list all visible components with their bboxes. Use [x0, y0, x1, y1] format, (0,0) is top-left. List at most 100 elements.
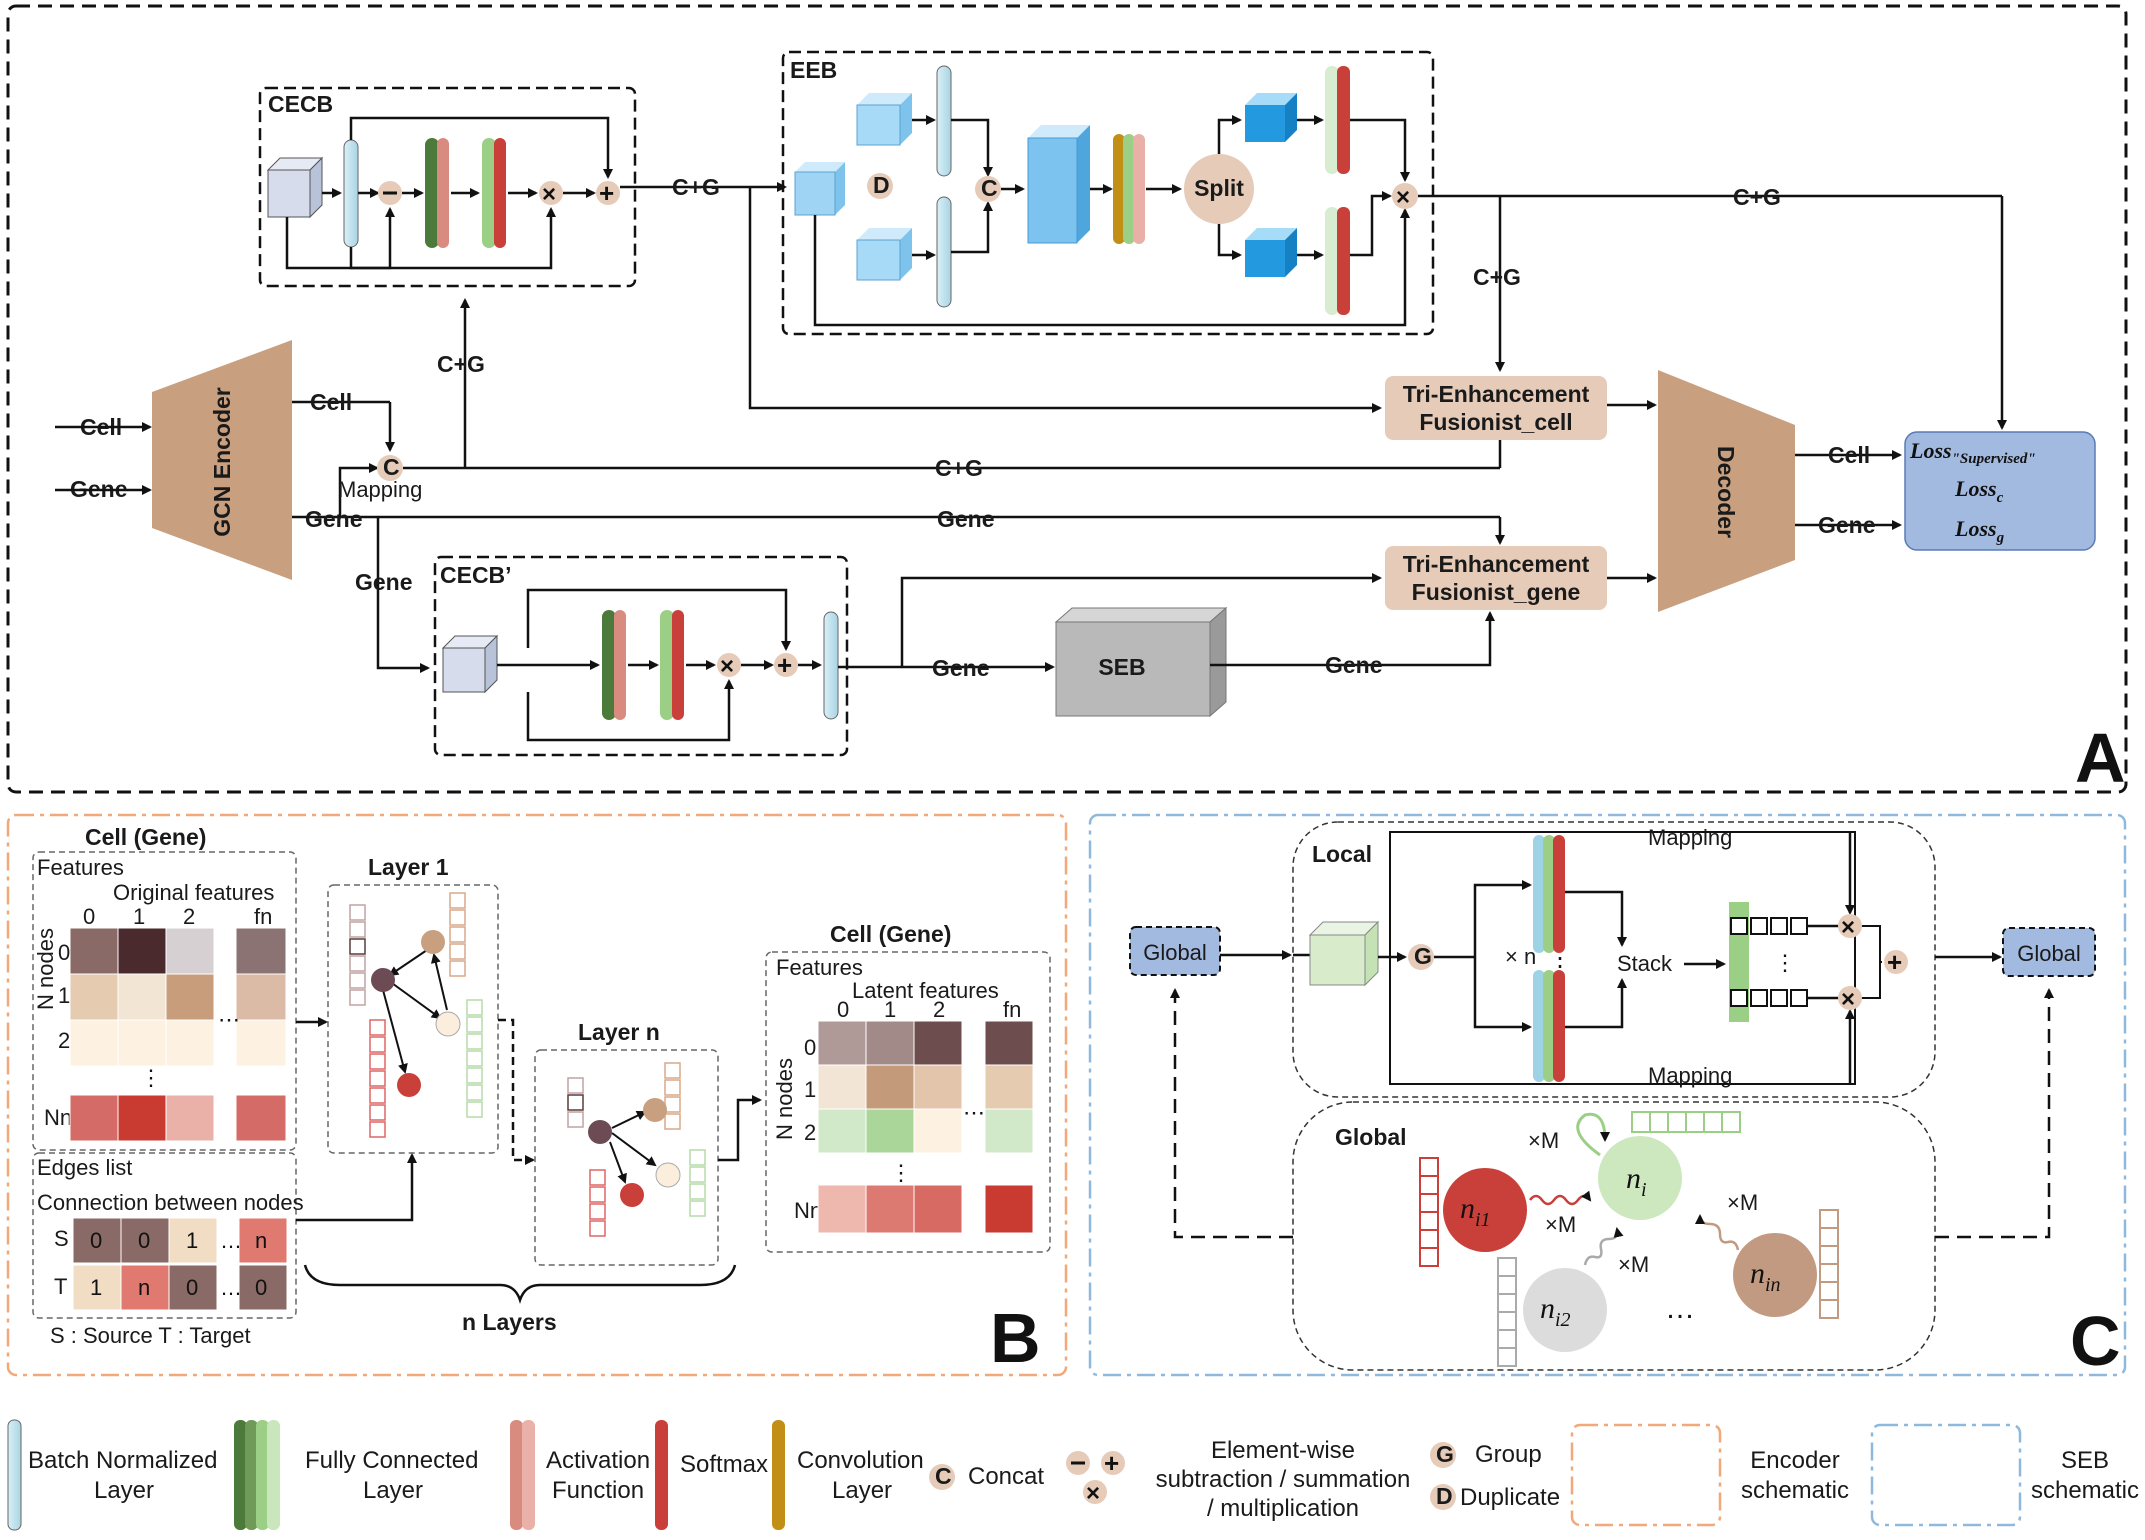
svg-text:1: 1 [58, 983, 70, 1008]
svg-text:Softmax: Softmax [680, 1451, 768, 1478]
svg-text:Layer: Layer [832, 1477, 892, 1504]
stack-output: ⋮ [1729, 902, 1808, 1022]
svg-text:…: … [220, 1228, 242, 1253]
svg-text:2: 2 [804, 1120, 816, 1145]
svg-text:Tri-Enhancement: Tri-Enhancement [1403, 381, 1590, 407]
split-node [1184, 154, 1254, 224]
legend-bn-swatch [7, 1419, 22, 1531]
cecb-block [258, 86, 637, 288]
eeb-block [781, 50, 1435, 336]
group-node [1408, 944, 1434, 970]
seb-label: SEB [1098, 654, 1145, 680]
svg-text:×: × [720, 653, 734, 680]
svg-text:ni2: ni2 [1540, 1292, 1571, 1331]
loss-g: Lossg [1954, 516, 2005, 546]
gene-lower-label: Gene [355, 569, 413, 595]
svg-text:Global: Global [1143, 940, 1207, 965]
loss-supervised: Loss"Supervised" [1909, 438, 2036, 467]
svg-text:×: × [1841, 914, 1855, 941]
times-n: × n [1505, 944, 1536, 969]
svg-text:D: D [873, 172, 890, 198]
local-label: Local [1312, 841, 1372, 867]
tri-fusionist-gene [1385, 546, 1607, 610]
legend-fc-swatch [234, 1420, 280, 1530]
cecb-label: CECB [268, 91, 333, 117]
svg-text:0: 0 [90, 1228, 102, 1253]
tri-fusionist-cell [1385, 376, 1607, 440]
svg-text:1: 1 [186, 1228, 198, 1253]
cg-tri-label: C+G [1473, 264, 1521, 290]
eeb-multiply [1392, 183, 1418, 209]
cecb-cube [266, 156, 324, 219]
message-ni2 [1583, 1227, 1624, 1266]
b-n-nodes-out: N nodes [772, 1058, 797, 1140]
svg-text:2: 2 [183, 904, 195, 929]
svg-text:Activation: Activation [546, 1447, 650, 1474]
eeb-softmax-top [1325, 66, 1339, 174]
svg-text:1: 1 [90, 1275, 102, 1300]
gene-seb-out-label: Gene [1325, 652, 1383, 678]
svg-text:nin: nin [1750, 1257, 1781, 1296]
svg-text:×: × [542, 181, 556, 208]
svg-text:D: D [1436, 1483, 1453, 1509]
graph-node-nin: nin [1733, 1209, 1839, 1319]
svg-text:G: G [1436, 1441, 1454, 1467]
svg-text:Concat: Concat [968, 1463, 1044, 1490]
svg-text:Group: Group [1475, 1441, 1542, 1468]
svg-text:T: T [54, 1274, 67, 1299]
cg-up-label: C+G [437, 351, 485, 377]
local-stack-bottom [1533, 970, 1565, 1082]
svg-text:0: 0 [255, 1275, 267, 1300]
eeb-split-cube-top [1245, 93, 1297, 142]
decoder [1658, 370, 1795, 612]
message-nin [1695, 1214, 1740, 1251]
panel-a: A Cell Gene GCN Encoder Cell Gene Gene M… [6, 4, 2128, 797]
panel-b-letter: B [990, 1299, 1041, 1377]
panel-a-frame [6, 4, 2128, 794]
eeb-softmax-bottom [1325, 207, 1339, 315]
global-box-right [2002, 927, 2096, 977]
svg-text:Connection between nodes: Connection between nodes [37, 1190, 304, 1215]
svg-text:fn: fn [254, 904, 272, 929]
svg-text:+: + [777, 650, 792, 680]
gcn-encoder-label: GCN Encoder [209, 387, 235, 537]
local-add [1884, 950, 1908, 974]
global-block-label: Global [1335, 1124, 1407, 1150]
cecb-prime-bn [823, 611, 839, 720]
svg-text:n: n [255, 1228, 267, 1253]
svg-text:×M: ×M [1545, 1212, 1576, 1237]
more-nodes-ellipsis: … [1665, 1292, 1695, 1325]
cecb-prime-fc-dark [602, 610, 616, 720]
concat-node [377, 455, 403, 481]
svg-text:1: 1 [804, 1077, 816, 1102]
layern-box [534, 1049, 719, 1266]
svg-text:Duplicate: Duplicate [1460, 1484, 1560, 1511]
eeb-cube-top [856, 93, 912, 146]
svg-text:schematic: schematic [2031, 1477, 2139, 1504]
mapping-label: Mapping [338, 477, 422, 502]
layern-title: Layer n [578, 1019, 660, 1045]
svg-text:C: C [935, 1463, 952, 1489]
gcn-encoder [152, 340, 292, 580]
eeb-concat [975, 176, 1001, 202]
gene-top-edge-label: Gene [937, 506, 995, 532]
panel-c: C Global Global Local G Mapping Mapping … [1088, 813, 2127, 1380]
svg-text:C: C [981, 175, 998, 201]
enc-gene-out-label: Gene [305, 506, 363, 532]
local-stack-top [1533, 835, 1565, 953]
svg-text:2: 2 [933, 997, 945, 1022]
panel-c-letter: C [2070, 1302, 2121, 1380]
panel-b-frame [6, 813, 1068, 1377]
layer1-box [327, 884, 499, 1154]
svg-text:Function: Function [552, 1477, 644, 1504]
svg-text:Mapping: Mapping [1648, 1063, 1732, 1088]
decoder-label: Decoder [1713, 446, 1739, 538]
legend-conv-swatch [772, 1420, 785, 1530]
svg-text:+: + [1887, 947, 1902, 977]
svg-text:0: 0 [804, 1035, 816, 1060]
svg-text:Features: Features [37, 855, 124, 880]
cecb-prime-cube [441, 634, 499, 694]
eeb-bn-bottom [936, 196, 952, 308]
svg-text:subtraction / summation: subtraction / summation [1156, 1466, 1411, 1493]
svg-text:ni: ni [1626, 1162, 1647, 1201]
